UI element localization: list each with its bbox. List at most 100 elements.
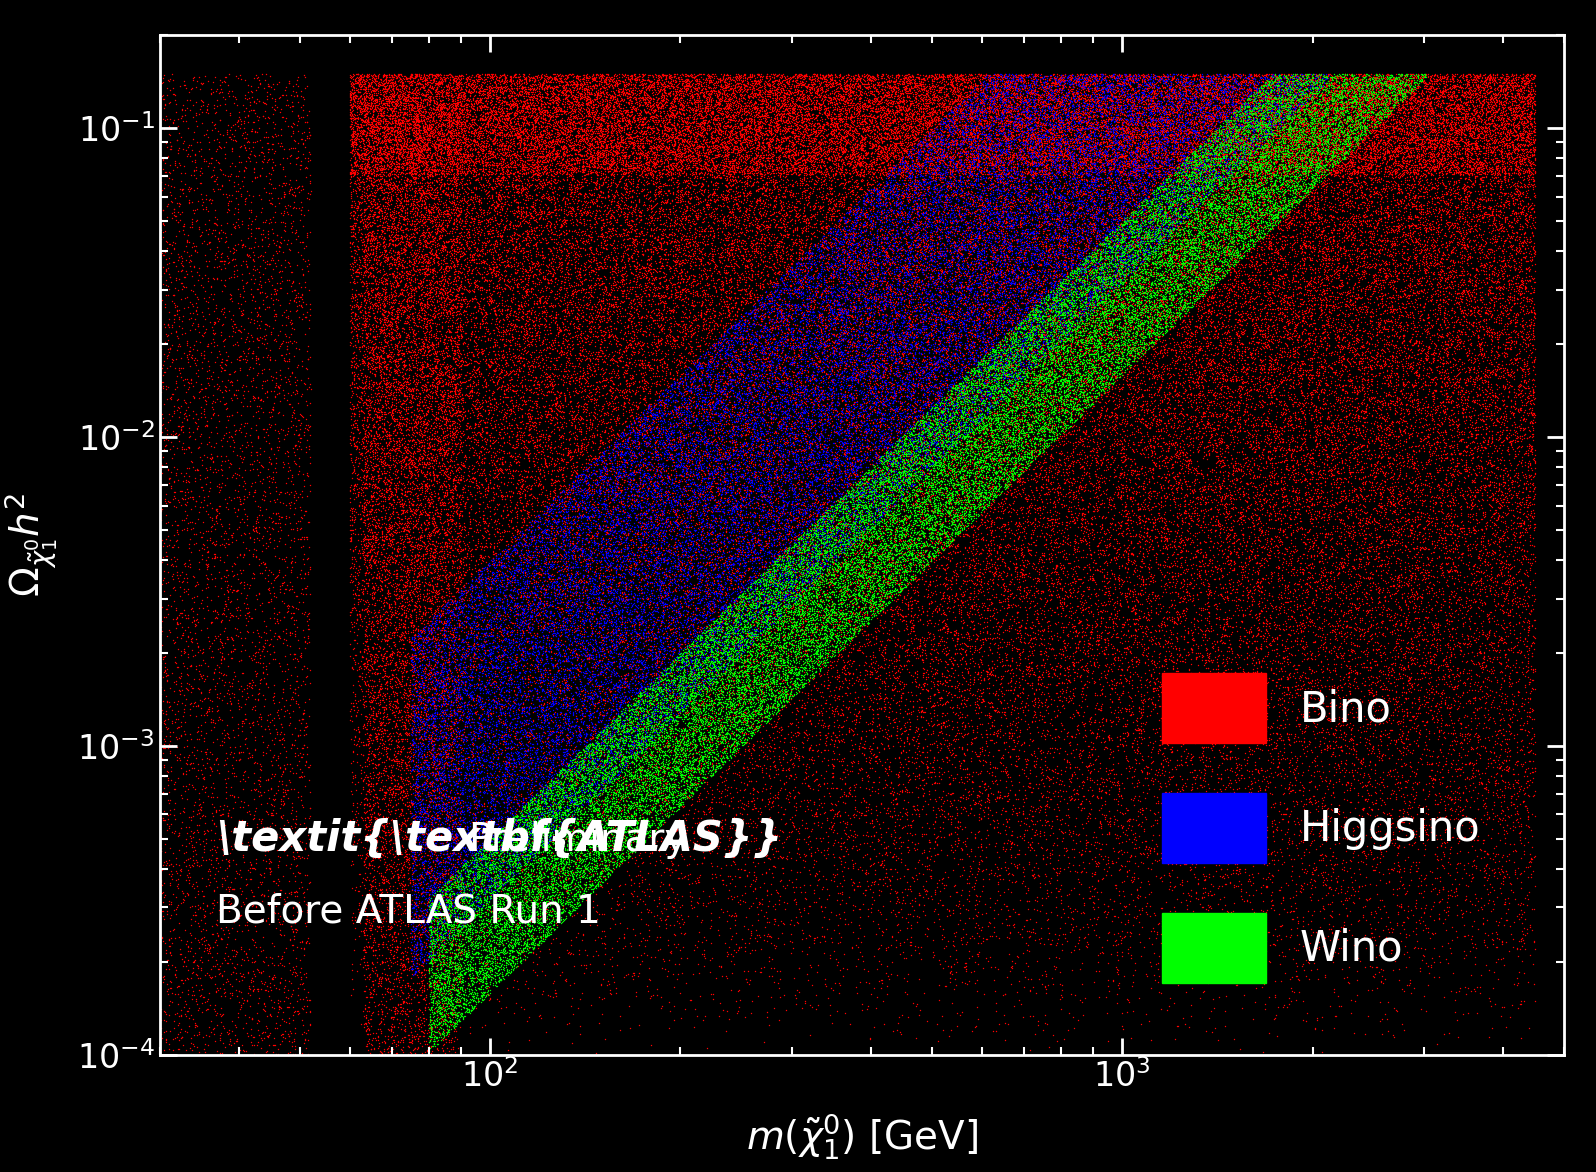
Point — [734, 507, 760, 526]
Point — [769, 361, 795, 380]
Point — [739, 713, 764, 731]
Point — [417, 795, 442, 813]
Point — [1334, 110, 1360, 129]
Point — [1337, 668, 1363, 687]
Point — [541, 178, 567, 197]
Point — [1301, 157, 1326, 176]
Point — [985, 203, 1010, 222]
Point — [705, 391, 731, 410]
Point — [1436, 162, 1462, 180]
Point — [373, 444, 399, 463]
Point — [1262, 331, 1288, 349]
Point — [747, 71, 772, 90]
Point — [1269, 97, 1294, 116]
Point — [999, 333, 1025, 352]
Point — [757, 231, 782, 250]
Point — [929, 387, 954, 406]
Point — [1237, 277, 1262, 295]
Point — [737, 93, 763, 111]
Point — [769, 370, 795, 389]
Point — [1215, 527, 1240, 546]
Point — [1103, 165, 1128, 184]
Point — [1036, 159, 1061, 178]
Point — [865, 102, 891, 121]
Point — [1167, 172, 1192, 191]
Point — [1384, 257, 1409, 275]
Point — [962, 701, 988, 720]
Point — [1408, 205, 1433, 224]
Point — [568, 744, 594, 763]
Point — [699, 518, 725, 537]
Point — [533, 88, 559, 107]
Point — [859, 720, 884, 738]
Point — [701, 336, 726, 355]
Point — [707, 792, 733, 811]
Point — [1120, 600, 1146, 619]
Point — [1269, 196, 1294, 214]
Point — [579, 898, 605, 917]
Point — [868, 616, 894, 635]
Point — [851, 560, 876, 579]
Point — [753, 863, 779, 881]
Point — [536, 815, 562, 833]
Point — [353, 632, 378, 650]
Point — [1353, 132, 1379, 151]
Point — [1073, 391, 1098, 410]
Point — [1387, 434, 1412, 452]
Point — [1007, 142, 1033, 161]
Point — [739, 241, 764, 260]
Point — [812, 591, 838, 609]
Point — [1333, 407, 1358, 425]
Point — [1333, 357, 1358, 376]
Point — [246, 237, 271, 255]
Point — [1336, 674, 1361, 693]
Point — [796, 450, 822, 469]
Point — [399, 591, 425, 609]
Point — [763, 573, 788, 592]
Point — [658, 725, 683, 744]
Point — [563, 538, 589, 557]
Point — [1009, 447, 1034, 465]
Point — [792, 170, 817, 189]
Point — [638, 689, 664, 708]
Point — [1084, 401, 1109, 420]
Point — [750, 642, 776, 661]
Point — [1487, 81, 1513, 100]
Point — [822, 327, 847, 346]
Point — [975, 285, 1001, 304]
Point — [1234, 715, 1259, 734]
Point — [619, 682, 645, 701]
Point — [978, 71, 1004, 90]
Point — [1197, 134, 1223, 152]
Point — [471, 836, 496, 854]
Point — [745, 704, 771, 723]
Point — [637, 548, 662, 567]
Point — [514, 847, 539, 866]
Point — [433, 723, 458, 742]
Point — [294, 752, 319, 771]
Point — [1093, 654, 1119, 673]
Point — [1226, 684, 1251, 703]
Point — [490, 103, 516, 122]
Point — [884, 518, 910, 537]
Point — [522, 273, 547, 292]
Point — [1069, 137, 1095, 156]
Point — [905, 729, 930, 748]
Point — [487, 676, 512, 695]
Point — [1128, 342, 1154, 361]
Point — [635, 752, 661, 771]
Point — [950, 483, 975, 502]
Point — [436, 129, 461, 148]
Point — [972, 284, 998, 302]
Point — [1028, 428, 1053, 447]
Point — [924, 105, 950, 124]
Point — [539, 846, 565, 865]
Point — [750, 458, 776, 477]
Point — [447, 123, 472, 142]
Point — [417, 316, 442, 335]
Point — [1259, 70, 1285, 89]
Point — [1452, 579, 1478, 598]
Point — [1387, 483, 1412, 502]
Point — [1018, 223, 1044, 241]
Point — [428, 440, 453, 458]
